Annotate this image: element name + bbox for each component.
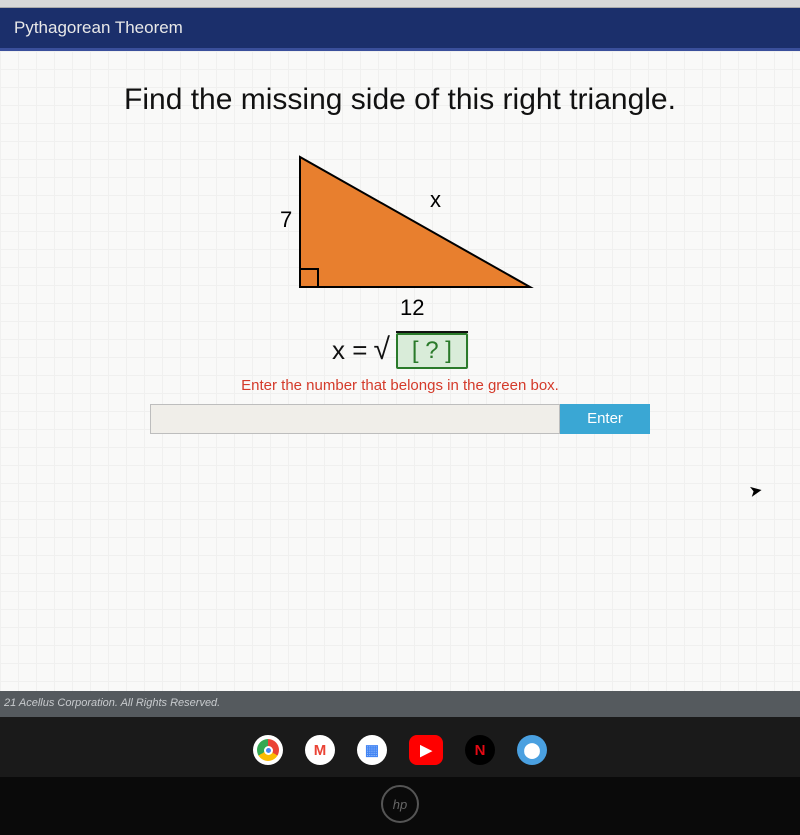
formula-row: x = √ [ ? ]	[120, 333, 680, 369]
hint-text: Enter the number that belongs in the gre…	[120, 377, 680, 394]
question-prompt: Find the missing side of this right tria…	[120, 81, 680, 119]
sqrt-icon: √	[373, 333, 389, 367]
youtube-icon[interactable]: ▶	[409, 735, 443, 765]
cursor-icon: ➤	[747, 480, 764, 502]
answer-input[interactable]	[150, 404, 560, 434]
answer-row: Enter	[150, 404, 650, 434]
content-area: Find the missing side of this right tria…	[0, 51, 800, 691]
copyright-footer: 21 Acellus Corporation. All Rights Reser…	[0, 691, 800, 717]
lesson-title: Pythagorean Theorem	[14, 18, 183, 37]
question-block: Find the missing side of this right tria…	[120, 81, 680, 434]
os-taskbar: M ▦ ▶ N ⬤	[0, 717, 800, 777]
chrome-icon[interactable]	[253, 735, 283, 765]
side-b-label: 12	[400, 295, 424, 320]
copyright-text: 21 Acellus Corporation. All Rights Reser…	[4, 697, 220, 709]
triangle-diagram: 7 x 12	[250, 137, 550, 327]
lesson-header: Pythagorean Theorem	[0, 8, 800, 51]
docs-icon[interactable]: ▦	[357, 735, 387, 765]
answer-placeholder-box: [ ? ]	[396, 333, 468, 369]
browser-tab-strip	[0, 0, 800, 8]
netflix-icon[interactable]: N	[465, 735, 495, 765]
hp-logo-icon: hp	[381, 785, 419, 823]
hypotenuse-label: x	[430, 187, 441, 212]
gmail-icon[interactable]: M	[305, 735, 335, 765]
device-bezel: hp	[0, 777, 800, 835]
formula-lhs: x =	[332, 335, 367, 366]
triangle-shape	[300, 157, 530, 287]
enter-button[interactable]: Enter	[560, 404, 650, 434]
side-a-label: 7	[280, 207, 292, 232]
files-icon[interactable]: ⬤	[517, 735, 547, 765]
